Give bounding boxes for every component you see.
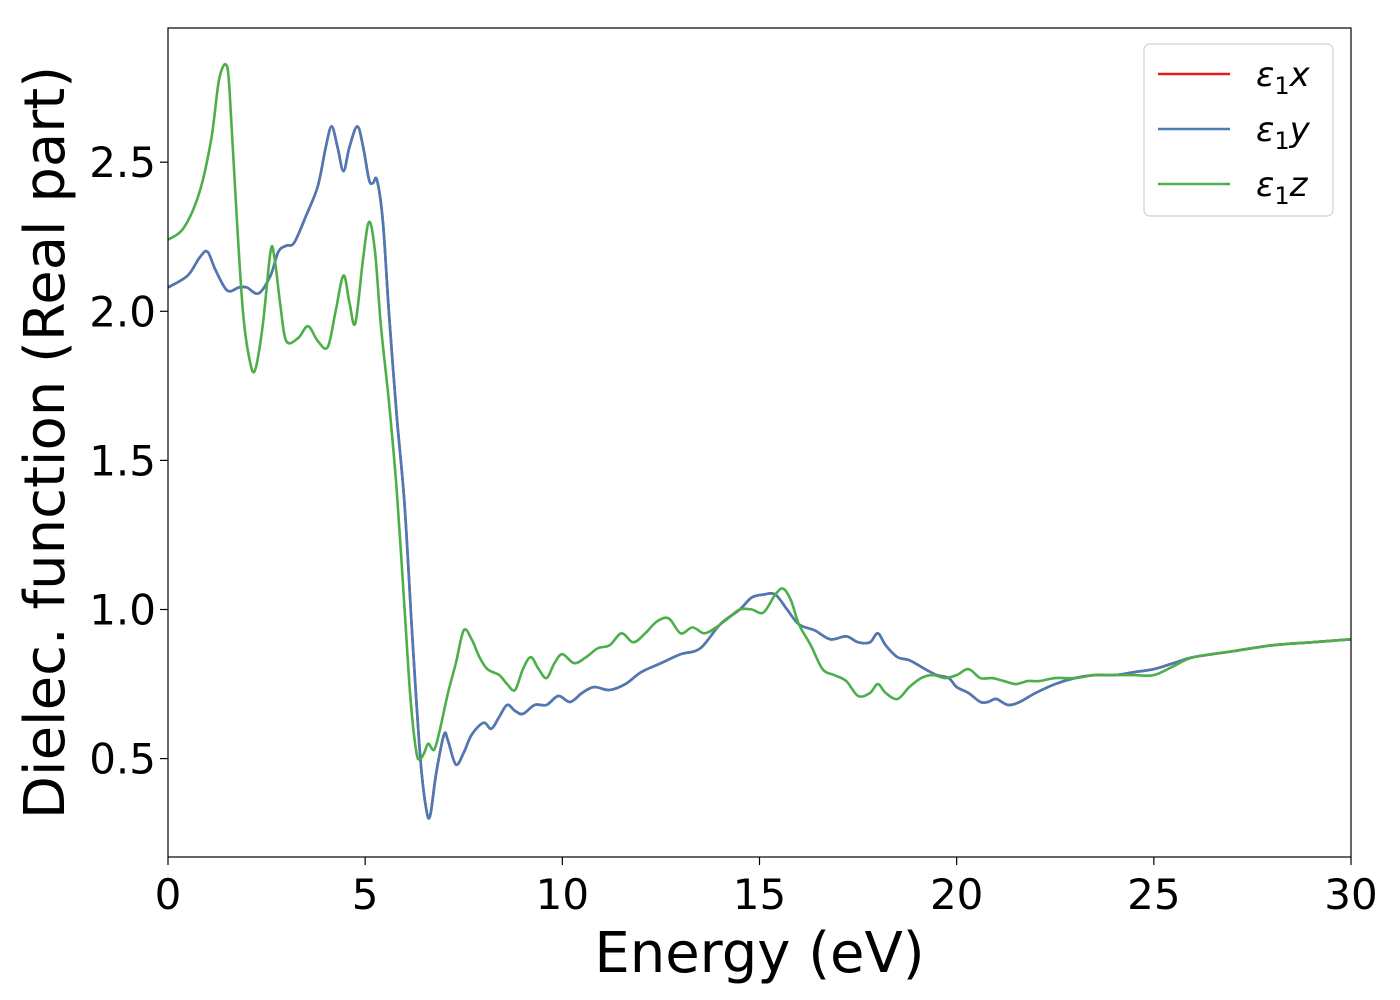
x-tick-label: 5 (352, 870, 379, 919)
plot-series-group (168, 62, 1351, 820)
y-axis-title: Dielec. function (Real part) (13, 66, 78, 819)
x-tick-label: 10 (536, 870, 589, 919)
series-line-1 (168, 125, 1351, 820)
legend-label-2: ε1y (1256, 110, 1311, 155)
y-tick-label: 2.5 (89, 138, 156, 187)
y-axis: 0.5 1.0 1.5 2.0 2.5 (89, 138, 168, 784)
y-tick-label: 0.5 (89, 735, 156, 784)
x-axis-title: Energy (eV) (594, 921, 924, 986)
series-line-2 (168, 125, 1351, 820)
legend: ε1x ε1y ε1z (1143, 43, 1334, 217)
x-tick-label: 25 (1127, 870, 1180, 919)
x-axis: 0 5 10 15 20 25 30 (155, 857, 1378, 919)
x-tick-label: 30 (1324, 870, 1377, 919)
y-tick-label: 1.0 (89, 585, 156, 634)
x-tick-label: 15 (733, 870, 786, 919)
x-tick-label: 0 (155, 870, 182, 919)
legend-box (1143, 43, 1334, 217)
series-line-3 (168, 62, 1351, 761)
legend-label-1: ε1x (1256, 55, 1311, 100)
y-tick-label: 2.0 (89, 287, 156, 336)
y-tick-label: 1.5 (89, 436, 156, 485)
legend-label-3: ε1z (1256, 165, 1309, 210)
x-tick-label: 20 (930, 870, 983, 919)
